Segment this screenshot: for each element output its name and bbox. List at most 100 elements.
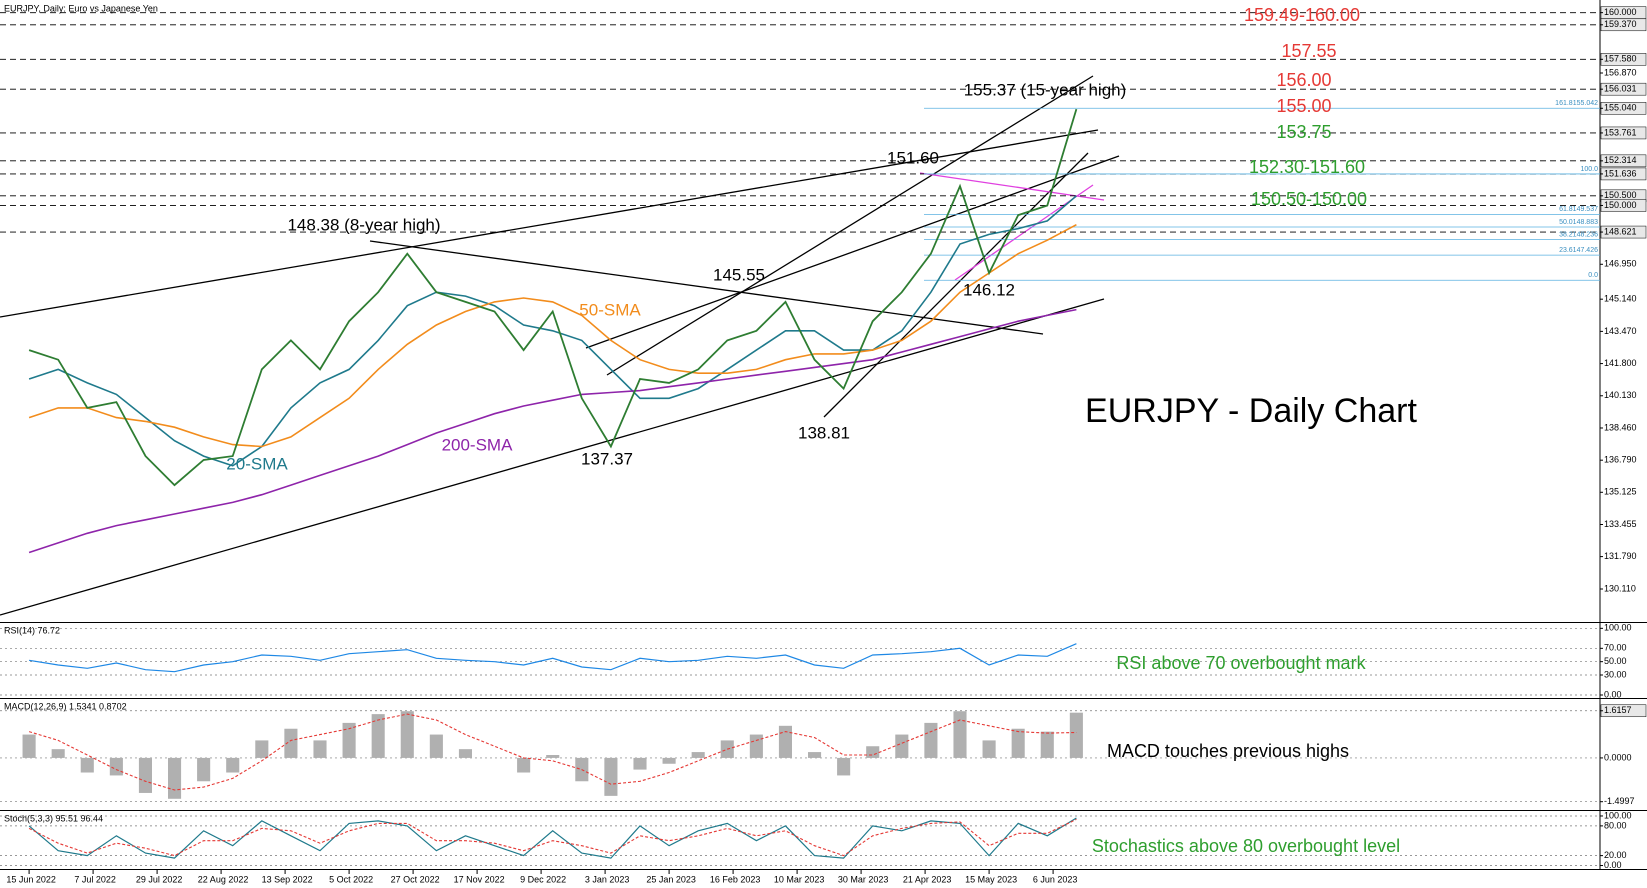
x-tick-label: 15 May 2023 — [965, 874, 1017, 884]
x-tick-label: 25 Jan 2023 — [646, 874, 696, 884]
annotation: 156.00 — [1276, 70, 1331, 90]
y-tick-label: 159.370 — [1604, 19, 1637, 29]
stoch-line — [28, 817, 1077, 859]
x-tick-label: 30 Mar 2023 — [838, 874, 889, 884]
macd-bar — [1011, 728, 1025, 758]
x-tick-label: 7 Jul 2022 — [74, 874, 116, 884]
y-tick-label: 30.00 — [1604, 669, 1627, 679]
macd-bar — [255, 740, 269, 758]
y-tick-label: 100.00 — [1604, 810, 1632, 820]
macd-bar — [22, 734, 36, 758]
macd-bar — [51, 749, 65, 758]
macd-bar — [691, 752, 705, 758]
y-tick-label: 70.00 — [1604, 643, 1627, 653]
panel-title: MACD(12,26,9) 1.5341 0.8702 — [4, 701, 127, 711]
y-tick-label: 152.314 — [1604, 155, 1637, 165]
annotation: 145.55 — [713, 265, 765, 284]
annotation: MACD touches previous highs — [1107, 741, 1349, 761]
annotation: 155.00 — [1276, 96, 1331, 116]
x-tick-label: 10 Mar 2023 — [774, 874, 825, 884]
sma-line — [28, 223, 1077, 448]
annotation: 155.37 (15-year high) — [964, 80, 1127, 99]
y-tick-label: 0.00 — [1604, 860, 1622, 870]
x-tick-label: 17 Nov 2022 — [454, 874, 505, 884]
x-tick-label: 6 Jun 2023 — [1033, 874, 1078, 884]
macd-bar — [400, 711, 414, 758]
y-tick-label: 80.00 — [1604, 820, 1627, 830]
macd-bar — [197, 757, 211, 782]
y-tick-label: 150.500 — [1604, 190, 1637, 200]
macd-bar — [808, 752, 822, 758]
macd-bar — [924, 722, 938, 758]
macd-bar — [1040, 731, 1054, 758]
annotation: EURJPY - Daily Chart — [1085, 392, 1417, 430]
annotation: 159.49-160.00 — [1244, 5, 1360, 25]
macd-bar — [284, 728, 298, 758]
y-tick-label: 0.0000 — [1604, 752, 1632, 762]
y-tick-label: 151.636 — [1604, 168, 1637, 178]
annotation: 153.75 — [1276, 122, 1331, 142]
sma-label: 200-SMA — [442, 435, 514, 454]
y-tick-label: 131.790 — [1604, 551, 1637, 561]
annotation: 157.55 — [1281, 41, 1336, 61]
macd-bar — [138, 757, 152, 793]
x-tick-label: 13 Sep 2022 — [262, 874, 313, 884]
x-tick-label: 15 Jun 2022 — [6, 874, 56, 884]
panel-title: RSI(14) 76.72 — [4, 625, 60, 635]
x-tick-label: 29 Jul 2022 — [136, 874, 183, 884]
annotation: 138.81 — [798, 423, 850, 442]
y-tick-label: 156.031 — [1604, 84, 1637, 94]
y-tick-label: 153.761 — [1604, 127, 1637, 137]
macd-bar — [837, 757, 851, 776]
fib-label: 23.6147.426 — [1559, 247, 1598, 254]
fib-label: 38.2148.236 — [1559, 231, 1598, 238]
y-tick-label: 130.110 — [1604, 583, 1636, 593]
macd-bar — [429, 734, 443, 758]
y-tick-label: 138.460 — [1604, 422, 1637, 432]
y-tick-label: 146.950 — [1604, 259, 1637, 269]
macd-bar — [313, 740, 327, 758]
macd-bar — [895, 734, 909, 758]
y-tick-label: 157.580 — [1604, 54, 1637, 64]
annotation: RSI above 70 overbought mark — [1116, 653, 1366, 673]
fib-label: 50.0148.883 — [1559, 219, 1598, 226]
annotation: 137.37 — [581, 449, 633, 468]
y-tick-label: 1.6157 — [1604, 705, 1632, 715]
sma-line — [28, 195, 1077, 467]
panel-title: EURJPY, Daily: Euro vs Japanese Yen — [4, 3, 158, 13]
rsi-line — [29, 643, 1077, 673]
y-tick-label: 148.621 — [1604, 226, 1637, 236]
y-tick-label: 133.455 — [1604, 519, 1637, 529]
fib-label: 100.0 — [1580, 166, 1598, 173]
annotation: 150.50-150.00 — [1251, 189, 1367, 209]
macd-bar — [1069, 712, 1083, 758]
fib-label: 161.8155.042 — [1555, 100, 1598, 107]
x-tick-label: 22 Aug 2022 — [198, 874, 249, 884]
annotation: 152.30-151.60 — [1249, 157, 1365, 177]
annotation: 151.60 — [887, 148, 939, 167]
y-tick-label: 150.000 — [1604, 200, 1637, 210]
macd-bar — [633, 757, 647, 770]
y-tick-label: 0.00 — [1604, 689, 1622, 699]
y-tick-label: 136.790 — [1604, 455, 1637, 465]
y-tick-label: 140.130 — [1604, 390, 1637, 400]
sma-label: 50-SMA — [579, 300, 641, 319]
y-tick-label: 50.00 — [1604, 656, 1627, 666]
trend-line — [585, 155, 1120, 349]
macd-bar — [604, 757, 618, 796]
macd-bar — [80, 757, 94, 773]
price-line — [28, 108, 1078, 487]
macd-bar — [168, 757, 182, 799]
macd-bar — [342, 722, 356, 758]
macd-bar — [517, 757, 531, 773]
annotation: Stochastics above 80 overbought level — [1092, 836, 1400, 856]
y-tick-label: -1.4997 — [1604, 796, 1635, 806]
macd-bar — [662, 757, 676, 764]
signal-line — [28, 818, 1077, 857]
macd-bar — [953, 711, 967, 758]
y-tick-label: 155.040 — [1604, 103, 1637, 113]
macd-bar — [749, 734, 763, 758]
